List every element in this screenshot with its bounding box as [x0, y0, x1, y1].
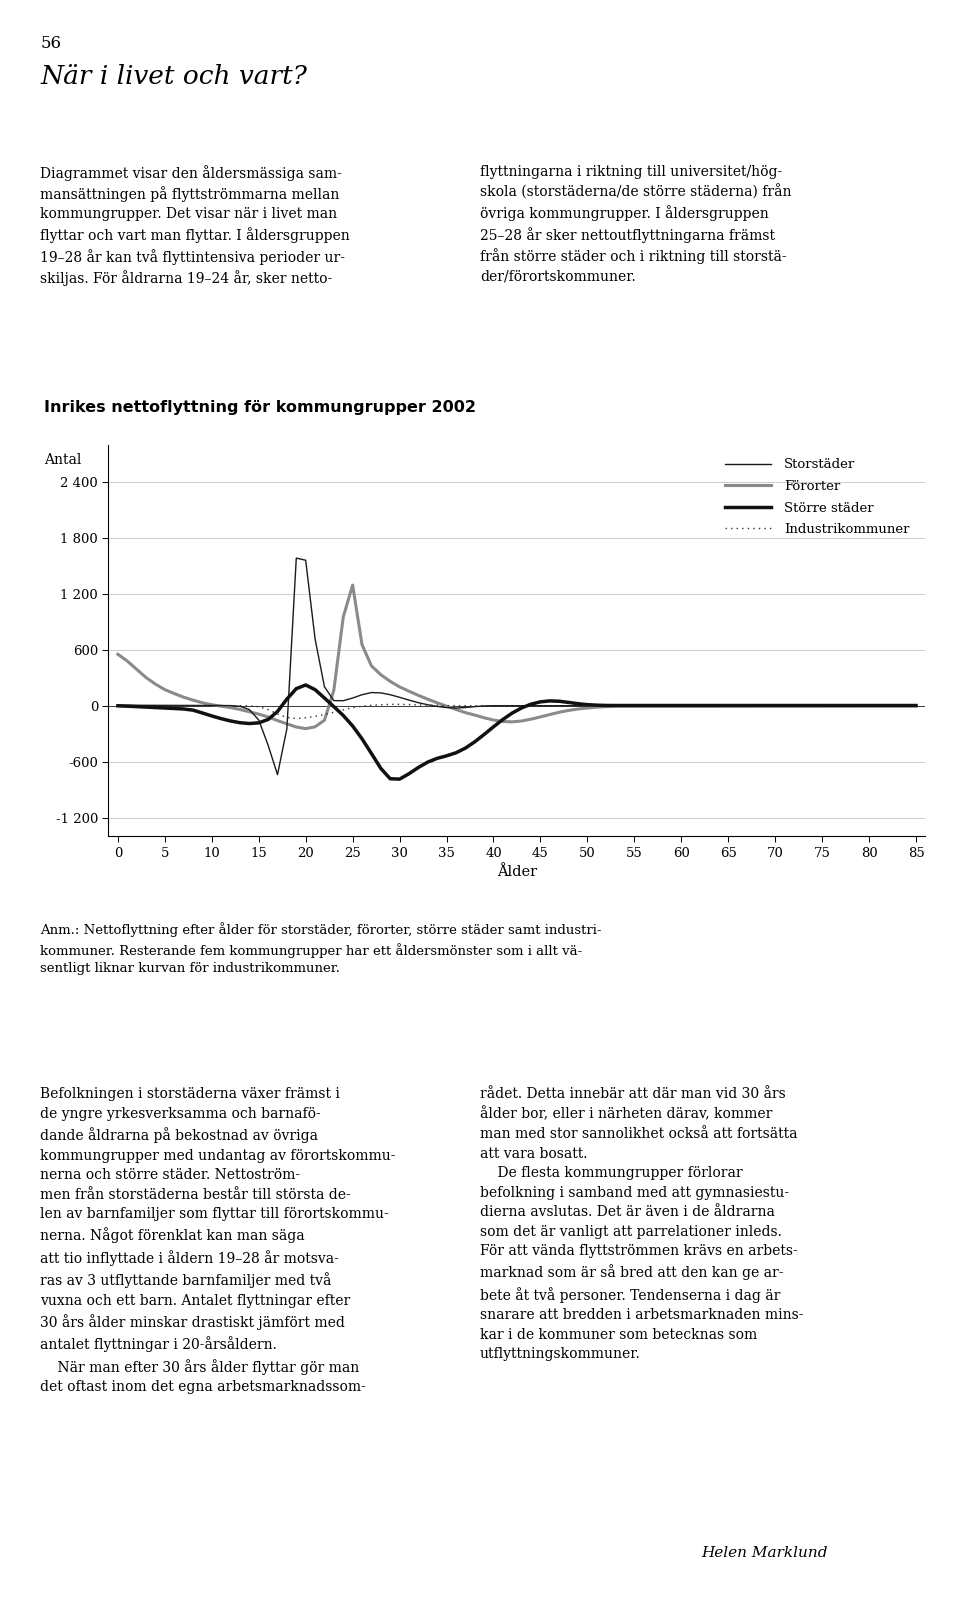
- Text: När i livet och vart?: När i livet och vart?: [40, 64, 307, 90]
- Text: flyttningarna i riktning till universitet/hög-
skola (storstäderna/de större stä: flyttningarna i riktning till universite…: [480, 165, 791, 283]
- X-axis label: Ålder: Ålder: [497, 865, 537, 879]
- Text: Anm.: Nettoflyttning efter ålder för storstäder, förorter, större städer samt in: Anm.: Nettoflyttning efter ålder för sto…: [40, 923, 602, 975]
- Legend: Storstäder, Förorter, Större städer, Industrikommuner: Storstäder, Förorter, Större städer, Ind…: [719, 453, 915, 542]
- Text: Antal: Antal: [44, 453, 82, 467]
- Text: Inrikes nettoflyttning för kommungrupper 2002: Inrikes nettoflyttning för kommungrupper…: [44, 400, 476, 414]
- Text: Diagrammet visar den åldersmässiga sam-
mansättningen på flyttströmmarna mellan
: Diagrammet visar den åldersmässiga sam- …: [40, 165, 350, 286]
- Text: 56: 56: [40, 35, 61, 53]
- Text: Helen Marklund: Helen Marklund: [701, 1546, 828, 1561]
- Text: Befolkningen i storstäderna växer främst i
de yngre yrkesverksamma och barnafö-
: Befolkningen i storstäderna växer främst…: [40, 1087, 396, 1394]
- Text: rådet. Detta innebär att där man vid 30 års
ålder bor, eller i närheten därav, k: rådet. Detta innebär att där man vid 30 …: [480, 1087, 804, 1361]
